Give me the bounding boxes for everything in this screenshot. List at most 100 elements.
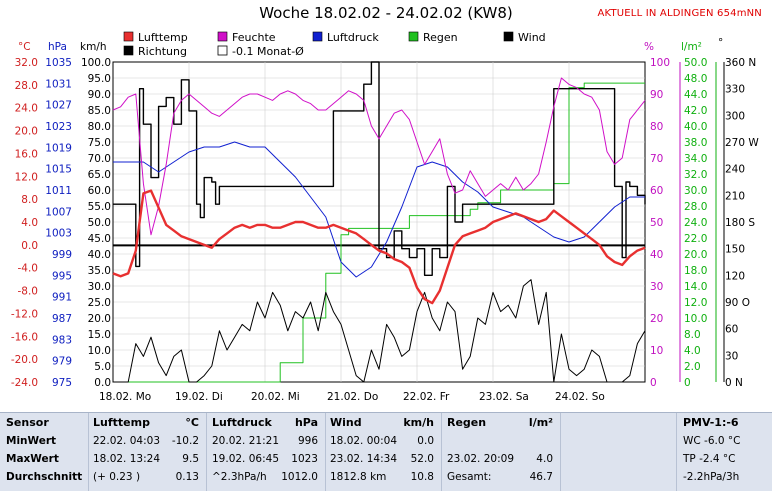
stats-col-sensor: Sensor MinWert MaxWert Durchschnitt [6, 413, 86, 491]
wind-tick-label: 60.0 [88, 185, 111, 197]
rain-tick-label: 0 [684, 377, 691, 389]
stats-lufttemp-trend: (+ 0.23 ) [93, 471, 141, 483]
pressure-tick-label: 1003 [45, 228, 72, 240]
series-line-luftdruck [113, 141, 645, 278]
stats-col-regen: Regen l/m² 23.02. 20:09 4.0 Gesamt: 46.7 [447, 413, 557, 491]
humidity-tick-label: 20 [650, 313, 663, 325]
wind-tick-label: 85.0 [88, 105, 111, 117]
stats-regen-max: 4.0 [536, 453, 553, 465]
stats-unit-wind: km/h [403, 416, 434, 429]
direction-tick-label: 120 [725, 270, 745, 282]
stats-label-max: MaxWert [6, 453, 59, 465]
stats-wind-min-time: 18.02. 00:04 [330, 435, 397, 447]
wind-tick-label: 50.0 [88, 217, 111, 229]
wind-tick-label: 20.0 [88, 313, 111, 325]
rain-tick-label: 44.0 [684, 89, 707, 101]
direction-unit-label: ° [718, 37, 723, 49]
wind-tick-label: 45.0 [88, 233, 111, 245]
temp-tick-label: 8.0 [21, 194, 38, 206]
x-tick-label: 20.02. Mi [251, 391, 300, 403]
stats-separator [441, 413, 442, 491]
rain-tick-label: 32.0 [684, 169, 707, 181]
direction-tick-label: 300 [725, 110, 745, 122]
stats-wind-distance: 1812.8 km [330, 471, 387, 483]
direction-tick-label: 270 W [725, 137, 759, 149]
rain-unit-label: l/m² [681, 41, 702, 53]
wind-tick-label: 5.0 [94, 361, 111, 373]
temp-tick-label: 20.0 [15, 126, 38, 138]
rain-tick-label: 48.0 [684, 73, 707, 85]
x-axis-labels: 18.02. Mo 19.02. Di 20.02. Mi 21.02. Do 22.0… [99, 391, 605, 403]
rain-tick-label: 18.0 [684, 265, 707, 277]
stats-header-lufttemp: Lufttemp [93, 416, 150, 429]
wind-tick-label: 25.0 [88, 297, 111, 309]
temp-tick-label: 24.0 [15, 103, 38, 115]
rain-tick-label: 10.0 [684, 313, 707, 325]
rain-tick-label: 30.0 [684, 185, 707, 197]
wind-tick-label: 70.0 [88, 153, 111, 165]
stats-wind-avg: 10.8 [410, 471, 434, 483]
stats-panel: Sensor MinWert MaxWert Durchschnitt Luft… [0, 412, 772, 491]
stats-regen-total-label: Gesamt: [447, 471, 492, 483]
stats-regen-max-time: 23.02. 20:09 [447, 453, 514, 465]
direction-tick-label: 330 [725, 84, 745, 96]
rain-tick-label: 20.0 [684, 249, 707, 261]
direction-tick-label: 150 [725, 244, 745, 256]
stats-lufttemp-avg: 0.13 [175, 471, 199, 483]
temp-tick-label: -24.0 [11, 377, 38, 389]
rain-tick-label: 34.0 [684, 153, 707, 165]
stats-header-sensor: Sensor [6, 416, 49, 429]
left-axes: 32.0 28.0 24.0 20.0 16.0 12.0 8.0 4.0 0.0 -4.0 -8.… [11, 57, 114, 389]
wind-tick-label: 100.0 [81, 57, 111, 69]
humidity-tick-label: 70 [650, 153, 663, 165]
stats-pmv-windchill: WC -6.0 °C [683, 435, 741, 447]
wind-tick-label: 0.0 [94, 377, 111, 389]
direction-tick-label: 210 [725, 190, 745, 202]
temp-tick-label: 32.0 [15, 57, 38, 69]
direction-tick-label: 60 [725, 324, 738, 336]
temp-tick-label: 28.0 [15, 80, 38, 92]
series-line-feuchte [112, 77, 646, 236]
wind-tick-label: 90.0 [88, 89, 111, 101]
stats-label-avg: Durchschnitt [6, 471, 83, 483]
wind-tick-label: 95.0 [88, 73, 111, 85]
stats-col-wind: Wind km/h 18.02. 00:04 0.0 23.02. 14:34 52.… [330, 413, 438, 491]
pressure-tick-label: 1035 [45, 57, 72, 69]
humidity-tick-label: 30 [650, 281, 663, 293]
stats-luftdruck-trend: ^2.3hPa/h [212, 471, 267, 483]
humidity-tick-label: 100 [650, 57, 670, 69]
wind-tick-label: 15.0 [88, 329, 111, 341]
direction-tick-label: 180 S [725, 217, 755, 229]
x-tick-label: 23.02. Sa [479, 391, 529, 403]
temp-tick-label: 16.0 [15, 148, 38, 160]
legend-label-lufttemp: Lufttemp [138, 31, 188, 44]
pressure-tick-label: 999 [52, 249, 72, 261]
stats-unit-lufttemp: °C [185, 416, 199, 429]
stats-wind-max: 52.0 [410, 453, 434, 465]
stats-separator [325, 413, 326, 491]
pressure-tick-label: 991 [52, 292, 72, 304]
stats-wind-max-time: 23.02. 14:34 [330, 453, 397, 465]
series-group [112, 61, 646, 383]
stats-luftdruck-max-time: 19.02. 06:45 [212, 453, 279, 465]
legend-swatch-lufttemp [123, 31, 134, 42]
legend-swatch-feuchte [217, 31, 228, 42]
series-line-lufttemp [112, 189, 646, 305]
rain-tick-label: 42.0 [684, 105, 707, 117]
direction-tick-label: 0 N [725, 377, 743, 389]
humidity-tick-label: 80 [650, 121, 663, 133]
humidity-tick-label: 90 [650, 89, 663, 101]
humidity-tick-label: 60 [650, 185, 663, 197]
stats-wind-min: 0.0 [417, 435, 434, 447]
direction-tick-label: 90 O [725, 297, 750, 309]
x-tick-label: 21.02. Do [327, 391, 378, 403]
pressure-tick-label: 979 [52, 356, 72, 368]
rain-tick-label: 4.0 [684, 345, 701, 357]
stats-header-pmv: PMV-1:-6 [683, 416, 739, 429]
stats-unit-luftdruck: hPa [294, 416, 318, 429]
legend-label-wind: Wind [518, 31, 546, 44]
rain-tick-label: 50.0 [684, 57, 707, 69]
stats-label-min: MinWert [6, 435, 57, 447]
rain-tick-label: 40.0 [684, 121, 707, 133]
x-tick-label: 18.02. Mo [99, 391, 151, 403]
